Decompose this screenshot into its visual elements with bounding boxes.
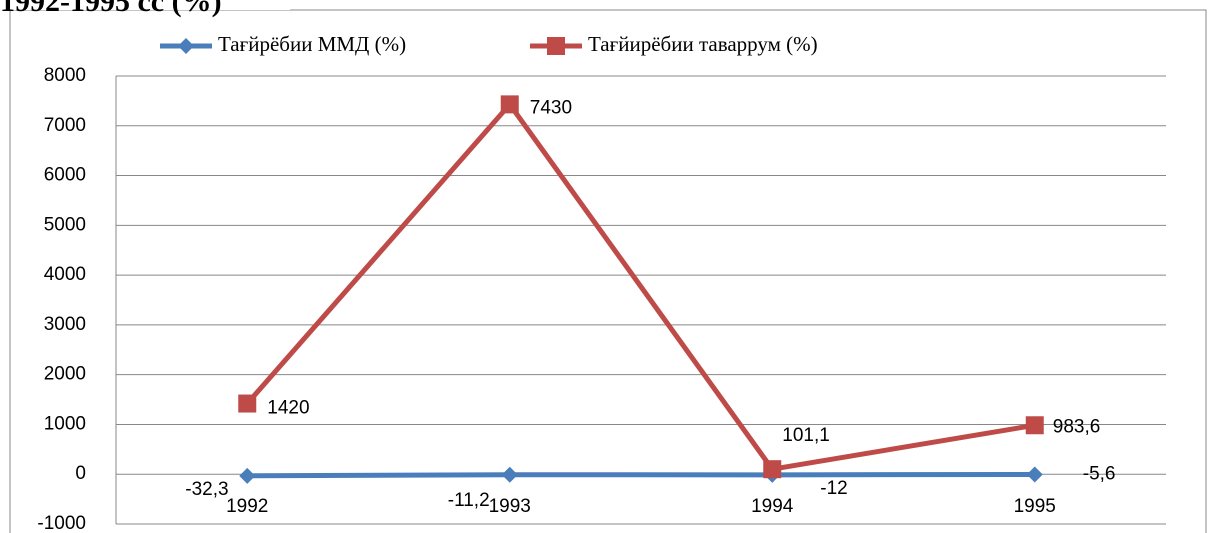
marker [547,37,565,55]
y-tick-label: 1000 [44,413,86,434]
marker [1026,466,1043,483]
data-label: -32,3 [185,479,228,500]
y-tick-label: -1000 [37,513,86,533]
y-tick-label: 3000 [44,314,86,335]
legend-label: Тағйрёбии ММД (%) [218,32,406,56]
x-tick-label: 1993 [489,496,531,517]
data-label: -5,6 [1083,464,1116,485]
y-tick-label: 0 [75,463,86,484]
marker [500,95,519,114]
data-label: 983,6 [1053,416,1101,437]
data-label: 1420 [267,398,309,419]
y-tick-label: 2000 [44,364,86,385]
marker [239,467,256,484]
y-tick-label: 6000 [44,165,86,186]
y-tick-label: 5000 [44,214,86,235]
y-tick-label: 4000 [44,264,86,285]
y-tick-label: 7000 [44,115,86,136]
series-line [245,100,1036,472]
marker [178,38,194,54]
marker [238,394,257,413]
marker [763,460,782,479]
marker [501,466,518,483]
data-label: -11,2 [448,490,490,511]
x-tick-label: 1995 [1014,496,1056,517]
data-label: 7430 [530,97,572,118]
data-label: 101,1 [782,425,830,446]
x-tick-label: 1994 [751,496,794,517]
y-tick-label: 8000 [44,65,86,86]
chart-title: 1992-1995 сс (%) [0,0,222,18]
marker [1025,416,1044,435]
data-label: -12 [820,478,847,499]
chart-frame [9,9,1207,533]
series-line [247,472,1035,479]
legend-label: Тағйирёбии таваррум (%) [588,32,818,56]
title-backdrop [0,0,290,10]
x-tick-label: 1992 [226,496,268,517]
